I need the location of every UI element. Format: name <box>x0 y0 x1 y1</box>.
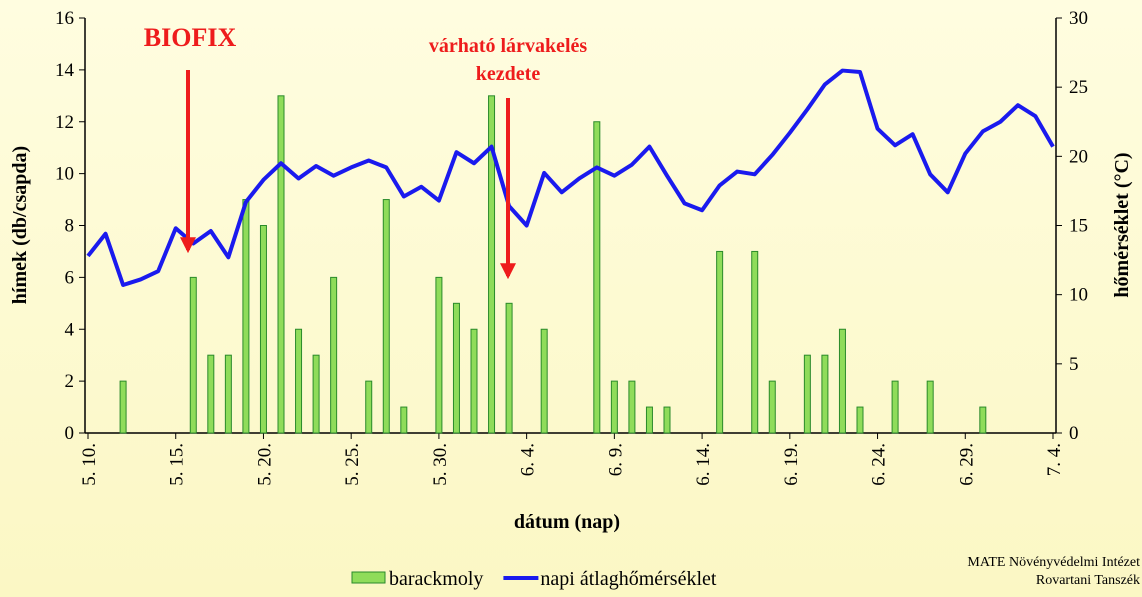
y-tick-label: 2 <box>65 371 75 392</box>
legend-label: barackmoly <box>389 568 483 590</box>
credit: MATE Növényvédelmi Intézet <box>967 555 1140 570</box>
x-tick-label: 5. 15. <box>167 443 188 486</box>
x-tick-label: 6. 4. <box>518 443 539 476</box>
y-tick-label: 16 <box>55 8 74 29</box>
x-tick-label: 5. 30. <box>430 443 451 486</box>
bar <box>488 95 496 434</box>
bar <box>628 380 636 434</box>
bar <box>856 406 864 434</box>
bar <box>277 95 285 434</box>
bar <box>312 354 320 434</box>
y2-tick-label: 0 <box>1069 423 1079 444</box>
y2-tick-label: 10 <box>1069 285 1088 306</box>
y2-axis-label: hőmérséklet (°C) <box>1111 152 1133 297</box>
bar <box>540 328 548 434</box>
bar <box>435 276 443 434</box>
y2-tick-label: 20 <box>1069 146 1088 167</box>
bar <box>716 250 724 434</box>
y-axis-label: hímek (db/csapda) <box>9 146 31 304</box>
bar <box>891 380 899 434</box>
line <box>86 68 1055 287</box>
y-tick-label: 14 <box>55 60 75 81</box>
bar <box>452 302 460 434</box>
y2-tick-label: 5 <box>1069 354 1079 375</box>
x-tick-label: 6. 24. <box>869 443 890 486</box>
y2-tick-label: 25 <box>1069 77 1088 98</box>
bar <box>821 354 829 434</box>
bar <box>505 302 513 434</box>
y-tick-label: 4 <box>65 319 75 340</box>
bar <box>610 380 618 434</box>
bar <box>979 406 987 434</box>
y-tick-label: 0 <box>65 423 75 444</box>
bar <box>242 199 250 434</box>
x-tick-label: 6. 14. <box>693 443 714 486</box>
x-tick-label: 5. 20. <box>254 443 275 486</box>
y-tick-label: 8 <box>65 216 75 237</box>
bar <box>207 354 215 434</box>
bar <box>751 250 759 434</box>
x-tick-label: 5. 25. <box>342 443 363 486</box>
y-tick-label: 10 <box>55 164 74 185</box>
x-tick-label: 7. 4. <box>1044 443 1065 476</box>
bar <box>365 380 373 434</box>
bar <box>189 276 197 434</box>
bar <box>645 406 653 434</box>
bar <box>400 406 408 434</box>
bar <box>224 354 232 434</box>
bar <box>593 121 601 434</box>
credit: Rovartani Tanszék <box>1036 573 1140 588</box>
annotation: BIOFIX <box>144 23 237 52</box>
bar <box>926 380 934 434</box>
annotation: várható lárvakelés <box>429 35 588 57</box>
bar <box>663 406 671 434</box>
bar <box>119 380 127 434</box>
x-tick-label: 6. 9. <box>605 443 626 476</box>
x-tick-label: 6. 19. <box>781 443 802 486</box>
x-axis-label: dátum (nap) <box>514 511 620 533</box>
bar <box>768 380 776 434</box>
bar <box>838 328 846 434</box>
x-tick-label: 6. 29. <box>956 443 977 486</box>
bar <box>382 199 390 434</box>
x-tick-label: 5. 10. <box>79 443 100 486</box>
bar <box>259 225 267 434</box>
bar <box>803 354 811 434</box>
y-tick-label: 12 <box>55 112 74 133</box>
bar <box>330 276 338 434</box>
annotation: kezdete <box>476 63 541 85</box>
legend-swatch <box>351 571 386 584</box>
legend-label: napi átlaghőmérséklet <box>540 568 716 590</box>
bar <box>295 328 303 434</box>
y2-tick-label: 15 <box>1069 216 1088 237</box>
y2-tick-label: 30 <box>1069 8 1088 29</box>
bar <box>470 328 478 434</box>
y-tick-label: 6 <box>65 267 75 288</box>
